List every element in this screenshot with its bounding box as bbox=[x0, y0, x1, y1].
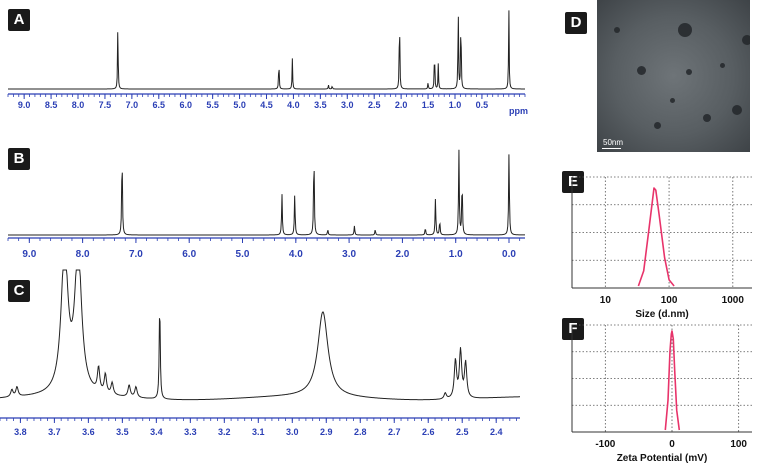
tick-label: 6.0 bbox=[179, 100, 192, 110]
tick-label: 3.0 bbox=[341, 100, 354, 110]
panel-d-label: D bbox=[565, 12, 587, 34]
tick-label: 3.0 bbox=[286, 427, 299, 437]
tick-label: 4.5 bbox=[260, 100, 273, 110]
spectrum-c-line bbox=[0, 269, 521, 401]
nanoparticle bbox=[686, 69, 692, 75]
tick-label: 0 bbox=[669, 439, 675, 450]
tick-label: 9.0 bbox=[22, 249, 36, 260]
nanoparticle bbox=[636, 65, 646, 75]
tick-label: 7.0 bbox=[129, 249, 143, 260]
tick-label: 4.0 bbox=[289, 249, 303, 260]
nanoparticle bbox=[653, 121, 661, 129]
tick-label: 2.0 bbox=[395, 100, 408, 110]
tick-label: 2.0 bbox=[395, 249, 409, 260]
tick-label: 2.6 bbox=[422, 427, 435, 437]
tick-label: 0.5 bbox=[476, 100, 489, 110]
panel-b-label: B bbox=[8, 148, 30, 170]
tick-label: 100 bbox=[730, 439, 747, 450]
tick-label: 3.2 bbox=[218, 427, 231, 437]
tick-label: 5.0 bbox=[236, 249, 250, 260]
tick-label: 7.0 bbox=[126, 100, 139, 110]
tick-label: 3.7 bbox=[48, 427, 61, 437]
tick-label: 4.0 bbox=[287, 100, 300, 110]
tick-label: 1.0 bbox=[449, 100, 462, 110]
spectrum-b-line bbox=[8, 149, 525, 236]
panel-c-label: C bbox=[8, 280, 30, 302]
nanoparticle bbox=[742, 35, 750, 45]
nanoparticle bbox=[614, 27, 620, 33]
spectrum-a-line bbox=[8, 10, 525, 90]
scale-bar-label: 50nm bbox=[603, 138, 624, 147]
tick-label: 7.5 bbox=[99, 100, 112, 110]
tick-label: 3.5 bbox=[314, 100, 327, 110]
nanoparticle bbox=[669, 97, 675, 103]
tick-label: 3.0 bbox=[342, 249, 356, 260]
nanoparticle bbox=[719, 62, 725, 68]
tick-label: 8.5 bbox=[45, 100, 58, 110]
tick-label: 5.0 bbox=[233, 100, 246, 110]
x-axis-label: Size (d.nm) bbox=[635, 309, 688, 320]
tick-label: 1.5 bbox=[422, 100, 435, 110]
panel-a-label: A bbox=[8, 9, 30, 31]
tick-label: -100 bbox=[595, 439, 615, 450]
tick-label: 2.8 bbox=[354, 427, 367, 437]
tick-label: 10 bbox=[600, 295, 612, 306]
tick-label: 1000 bbox=[722, 295, 745, 306]
nanoparticle bbox=[703, 114, 711, 122]
tick-label: 100 bbox=[661, 295, 678, 306]
tick-label: 3.4 bbox=[150, 427, 163, 437]
tick-label: 6.5 bbox=[153, 100, 166, 110]
tick-label: 0.0 bbox=[502, 249, 516, 260]
tick-label: 3.3 bbox=[184, 427, 197, 437]
tem-micrograph: 50nm bbox=[597, 0, 750, 152]
tick-label: 8.0 bbox=[72, 100, 85, 110]
nanoparticle bbox=[678, 23, 692, 37]
tick-label: 3.6 bbox=[82, 427, 95, 437]
tick-label: 2.4 bbox=[490, 427, 503, 437]
zeta-potential-line bbox=[664, 330, 681, 431]
tick-label: 3.8 bbox=[14, 427, 27, 437]
x-axis-label: Zeta Potential (mV) bbox=[617, 453, 708, 464]
scale-bar bbox=[602, 148, 621, 149]
size-distribution-line bbox=[637, 187, 675, 287]
tick-label: 3.1 bbox=[252, 427, 265, 437]
tick-label: 2.5 bbox=[368, 100, 381, 110]
nanoparticle bbox=[732, 105, 742, 115]
tick-label: 9.0 bbox=[18, 100, 31, 110]
tick-label: 2.9 bbox=[320, 427, 333, 437]
axis-unit-ppm: ppm bbox=[509, 106, 528, 116]
tick-label: 5.5 bbox=[206, 100, 219, 110]
panel-e-label: E bbox=[562, 171, 584, 193]
tick-label: 2.5 bbox=[456, 427, 469, 437]
tick-label: 1.0 bbox=[449, 249, 463, 260]
tick-label: 2.7 bbox=[388, 427, 401, 437]
tick-label: 3.5 bbox=[116, 427, 129, 437]
tick-label: 8.0 bbox=[76, 249, 90, 260]
tick-label: 6.0 bbox=[182, 249, 196, 260]
panel-f-label: F bbox=[562, 318, 584, 340]
